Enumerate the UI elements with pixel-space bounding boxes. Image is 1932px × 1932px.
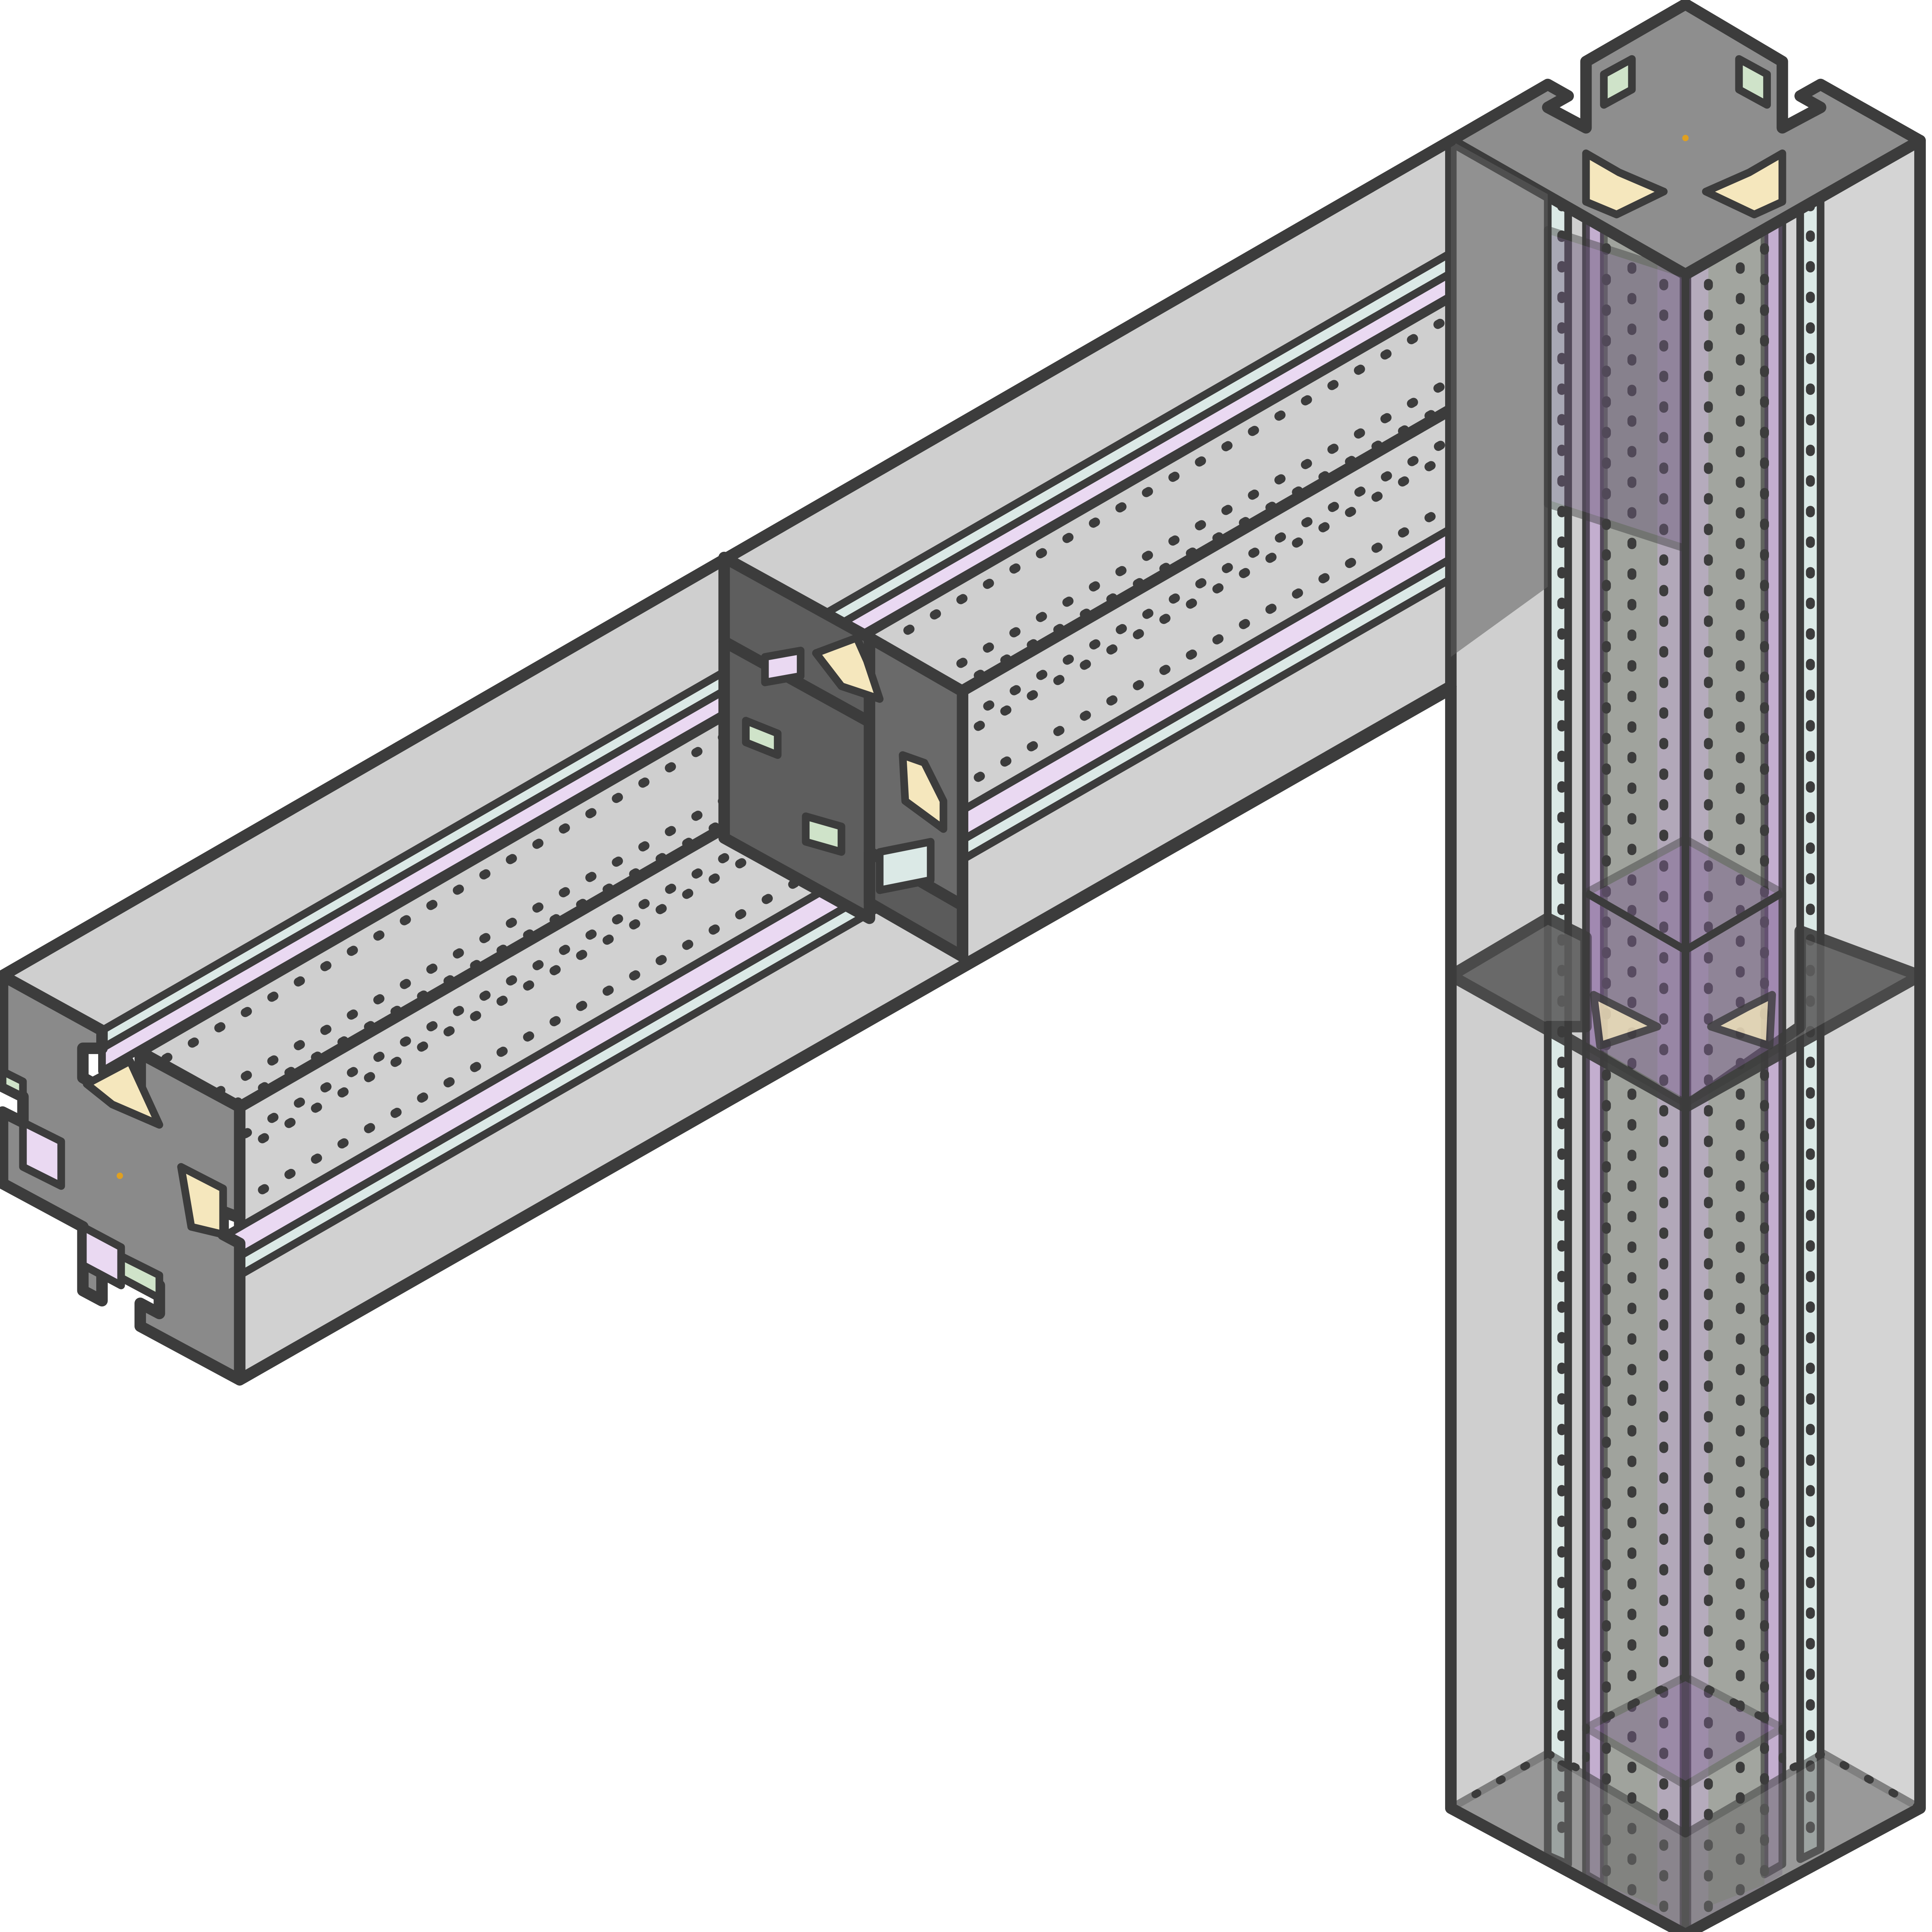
post-junction-box	[1548, 230, 1685, 549]
section-slot-right	[880, 842, 931, 890]
post-junction-left-shade	[1451, 141, 1548, 657]
section-slot-bottom	[806, 816, 841, 852]
end-center-mark	[117, 1173, 123, 1179]
post-top-center-mark	[1682, 135, 1689, 141]
vertical-post	[1451, 4, 1920, 1932]
section-slot-left	[765, 651, 801, 682]
horizontal-beam	[3, 141, 1685, 1380]
